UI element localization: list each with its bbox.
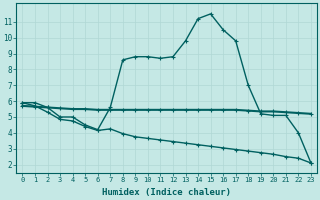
X-axis label: Humidex (Indice chaleur): Humidex (Indice chaleur) xyxy=(102,188,231,197)
